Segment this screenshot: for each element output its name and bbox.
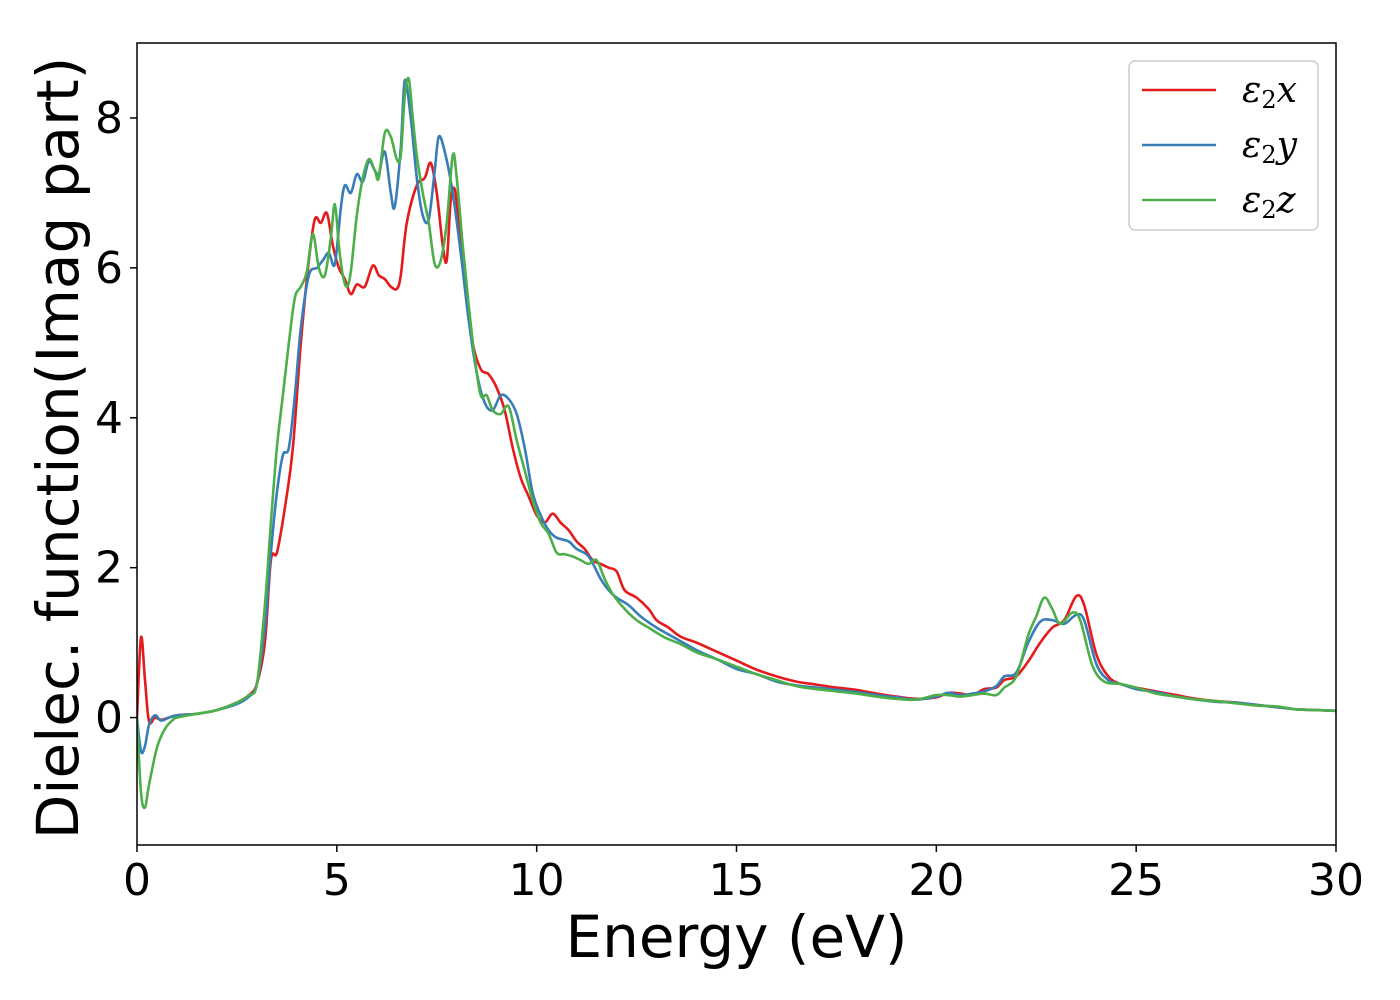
x-tick-label: 10 — [509, 855, 565, 906]
x-tick-label: 30 — [1308, 855, 1364, 906]
series-layer — [137, 76, 1336, 810]
y-tick-label: 4 — [95, 393, 123, 444]
y-axis-label: Dielec. function(Imag part) — [24, 57, 92, 840]
x-tick-label: 20 — [908, 855, 964, 906]
legend-label: ε2y — [1242, 125, 1298, 169]
x-axis: 0 5 10 15 20 25 30 — [123, 845, 1364, 906]
series-line-z — [137, 76, 1336, 810]
x-axis-label: Energy (eV) — [565, 903, 907, 971]
legend-label: ε2z — [1242, 180, 1297, 224]
x-tick-label: 0 — [123, 855, 151, 906]
legend-label: ε2x — [1242, 70, 1297, 114]
y-tick-label: 6 — [95, 243, 123, 294]
series-line-x — [137, 161, 1336, 725]
x-tick-label: 25 — [1108, 855, 1164, 906]
y-tick-label: 2 — [95, 543, 123, 594]
y-tick-label: 8 — [95, 93, 123, 144]
series-line-y — [137, 78, 1336, 755]
x-tick-label: 5 — [323, 855, 351, 906]
x-tick-label: 15 — [709, 855, 765, 906]
y-axis: 0 2 4 6 8 — [95, 93, 137, 744]
legend-box — [1128, 60, 1319, 231]
legend: ε2x ε2y ε2z — [1128, 60, 1319, 231]
y-tick-label: 0 — [95, 693, 123, 744]
